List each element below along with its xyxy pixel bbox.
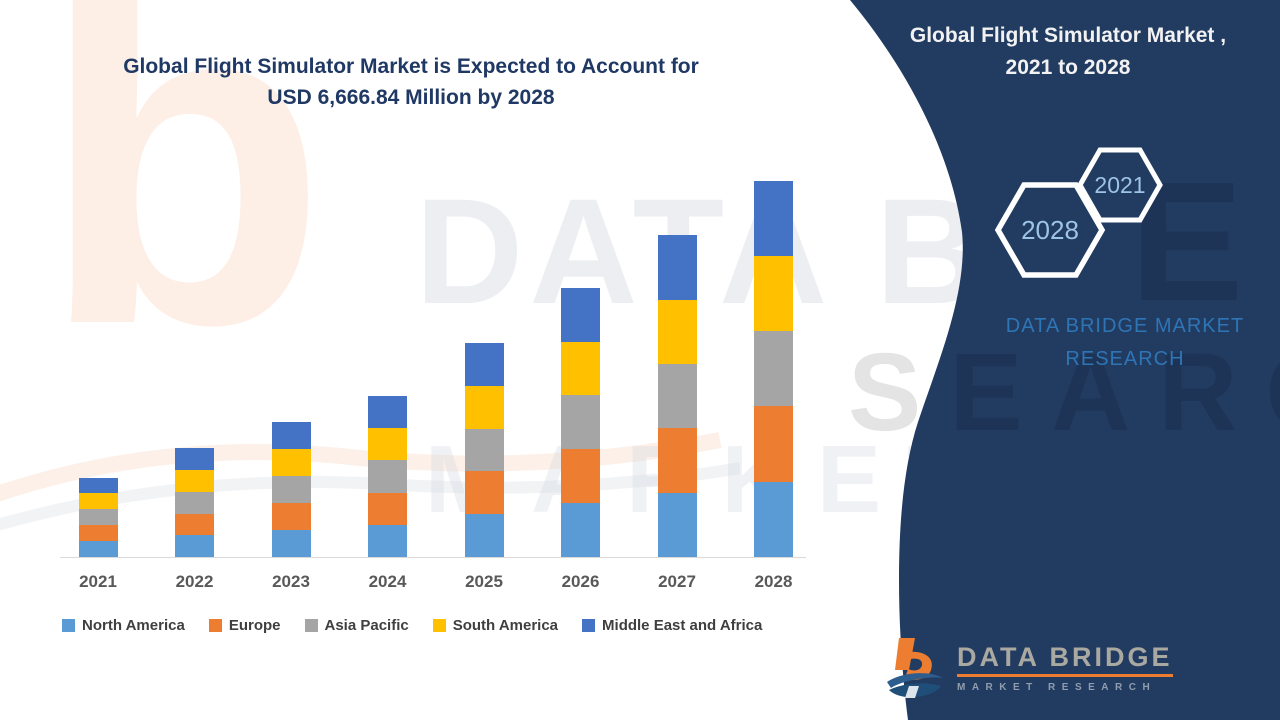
bar-segment xyxy=(561,341,600,396)
bar-segment xyxy=(368,524,407,557)
bar-segment xyxy=(561,449,600,504)
bar-segment xyxy=(175,513,214,536)
bar-segment xyxy=(368,396,407,429)
hexagon-2021 xyxy=(1077,147,1163,223)
stacked-bar-2022 xyxy=(175,448,214,557)
side-panel-brand: DATA BRIDGE MARKET RESEARCH xyxy=(975,310,1275,376)
legend-label: Middle East and Africa xyxy=(602,617,763,634)
chart-legend: North America Europe Asia Pacific South Ame… xyxy=(62,617,762,634)
logo-sub-text: MARKET RESEARCH xyxy=(957,682,1157,693)
side-panel-title-line1: Global Flight Simulator Market , xyxy=(909,24,1227,47)
bar-segment xyxy=(754,406,793,482)
bar-segment xyxy=(464,514,504,557)
stacked-bar-2026 xyxy=(561,287,600,557)
bar-segment xyxy=(271,422,311,450)
page-title-line1: Global Flight Simulator Market is Expect… xyxy=(123,55,699,78)
legend-item: South America xyxy=(432,617,559,634)
bar-segment xyxy=(754,331,793,407)
legend-swatch-icon xyxy=(432,619,446,632)
bar-segment xyxy=(271,503,311,531)
bar-segment xyxy=(754,255,793,332)
bar-segment xyxy=(271,530,311,557)
side-panel-title: Global Flight Simulator Market , 2021 to… xyxy=(900,20,1236,84)
bar-segment xyxy=(657,428,697,493)
category-label: 2027 xyxy=(658,572,696,591)
stacked-bar-2021 xyxy=(78,477,118,557)
logo-brand-text: DATA BRIDGE xyxy=(957,644,1173,677)
category-label: 2024 xyxy=(368,572,407,591)
bar-segment xyxy=(78,525,118,542)
hexagon-2021-label: 2021 xyxy=(1094,172,1145,198)
legend-item: North America xyxy=(62,617,185,634)
stacked-bar-2028 xyxy=(754,180,793,557)
bar-segment xyxy=(175,448,214,471)
stacked-bar-2025 xyxy=(464,342,504,557)
bar-segment xyxy=(271,449,311,477)
bar-segment xyxy=(368,492,407,525)
bar-segment xyxy=(754,180,793,256)
bar-segment xyxy=(78,541,118,557)
bar-segment xyxy=(561,395,600,450)
legend-label: North America xyxy=(82,617,185,634)
category-label: 2025 xyxy=(465,572,503,591)
legend-label: South America xyxy=(452,617,559,634)
bar-segment xyxy=(464,385,504,429)
legend-swatch-icon xyxy=(62,619,75,632)
stacked-bar-2024 xyxy=(368,396,407,557)
stacked-bar-2027 xyxy=(657,235,697,557)
logo-b-icon xyxy=(885,636,947,704)
legend-item: Middle East and Africa xyxy=(582,617,762,634)
hexagon-2028-label: 2028 xyxy=(1021,215,1079,245)
stacked-bar-2023 xyxy=(271,422,311,557)
bar-segment xyxy=(657,235,697,300)
bar-segment xyxy=(175,535,214,557)
side-panel-shape xyxy=(850,0,1280,720)
stacked-bar-chart: 2021 2022 2023 2024 2025 2026 2027 2028 xyxy=(60,160,806,591)
legend-swatch-icon xyxy=(208,619,222,632)
bar-segment xyxy=(175,470,214,492)
bar-segment xyxy=(78,477,118,494)
category-label: 2026 xyxy=(561,572,600,591)
bar-segment xyxy=(271,476,311,504)
bar-segment xyxy=(561,287,600,342)
legend-swatch-icon xyxy=(304,619,318,632)
page-title: Global Flight Simulator Market is Expect… xyxy=(58,51,764,113)
category-label: 2023 xyxy=(272,572,310,591)
bar-segment xyxy=(657,299,697,364)
legend-item: Asia Pacific xyxy=(304,617,409,634)
legend-item: Europe xyxy=(208,617,281,634)
bar-segment xyxy=(78,509,118,526)
bar-segment xyxy=(657,363,697,429)
bar-segment xyxy=(657,492,697,557)
bar-segment xyxy=(464,428,504,472)
bar-segment xyxy=(754,481,793,557)
panel-watermark-row: SEARCH xyxy=(848,331,1280,454)
category-label: 2021 xyxy=(79,572,117,591)
bar-segment xyxy=(464,471,504,515)
legend-swatch-icon xyxy=(582,619,596,632)
category-label: 2022 xyxy=(175,572,214,591)
bar-segment xyxy=(464,342,504,386)
bar-segment xyxy=(175,491,214,514)
bar-segment xyxy=(78,493,118,510)
legend-label: Europe xyxy=(228,617,281,634)
page-title-line2: USD 6,666.84 Million by 2028 xyxy=(267,86,555,109)
bar-segment xyxy=(561,503,600,557)
hexagon-2028 xyxy=(994,182,1106,278)
data-bridge-logo: DATA BRIDGE MARKET RESEARCH xyxy=(885,636,1173,704)
side-panel-brand-line1: DATA BRIDGE MARKET xyxy=(1005,315,1245,337)
bar-segment xyxy=(368,460,407,493)
bar-segment xyxy=(368,428,407,461)
category-label: 2028 xyxy=(754,572,793,591)
watermark-b-letter: b xyxy=(40,0,328,422)
side-panel-title-line2: 2021 to 2028 xyxy=(1005,56,1131,79)
side-panel-brand-line2: RESEARCH xyxy=(1065,348,1185,370)
legend-label: Asia Pacific xyxy=(324,617,409,634)
